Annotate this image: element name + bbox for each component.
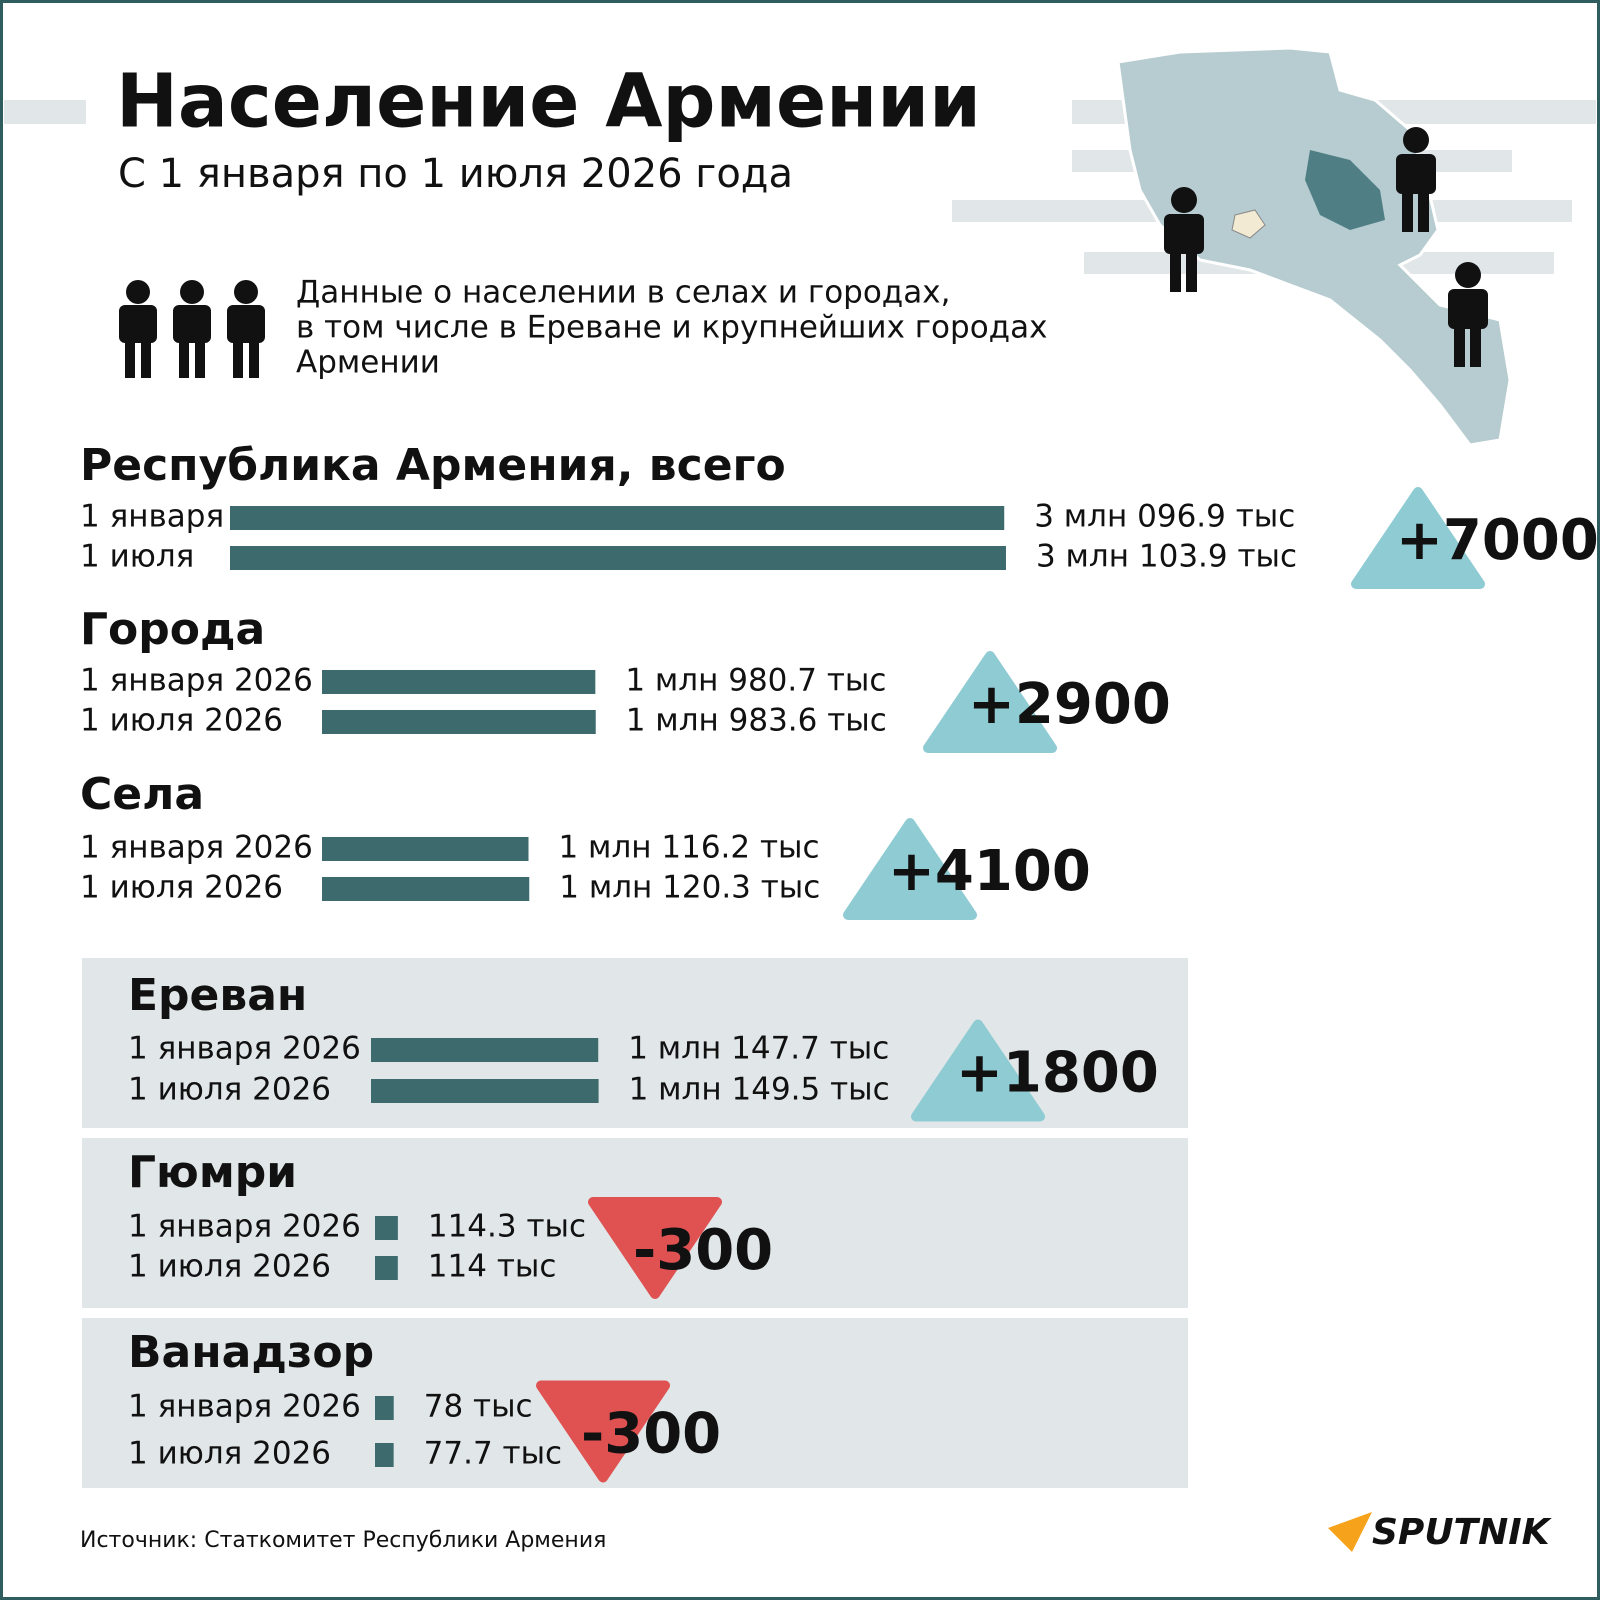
bar: [375, 1256, 398, 1280]
bar: [322, 710, 596, 734]
row-label: 1 января 2026: [80, 830, 313, 866]
change-label: +7000: [1396, 508, 1599, 573]
bar: [322, 837, 529, 861]
source: Источник: Статкомитет Республики Армения: [80, 1528, 606, 1553]
section-title: Ванадзор: [128, 1327, 374, 1378]
row-label: 1 июля 2026: [128, 1249, 331, 1285]
brand: SPUTNIK: [1372, 1512, 1553, 1553]
description-line: Армении: [296, 345, 440, 381]
change-label: -300: [633, 1218, 773, 1283]
subtitle: С 1 января по 1 июля 2026 года: [118, 151, 793, 197]
row-label: 1 января 2026: [128, 1031, 361, 1067]
value-label: 1 млн 149.5 тыс: [629, 1072, 890, 1108]
value-label: 1 млн 147.7 тыс: [628, 1031, 889, 1067]
change-triangle: [588, 1197, 722, 1299]
bar: [322, 877, 530, 901]
value-label: 3 млн 103.9 тыс: [1036, 539, 1297, 575]
row-label: 1 июля: [80, 539, 194, 575]
bar: [230, 546, 1006, 570]
bar: [375, 1216, 398, 1240]
change-triangle: [843, 818, 977, 920]
title: Население Армении: [116, 59, 981, 145]
value-label: 1 млн 980.7 тыс: [625, 663, 886, 699]
description-line: в том числе в Ереване и крупнейших город…: [296, 310, 1047, 346]
bar: [322, 670, 596, 694]
people-icons: [119, 127, 1488, 378]
brand-logo: [1328, 1512, 1372, 1552]
change-triangle: [911, 1019, 1045, 1122]
bar: [375, 1443, 394, 1467]
change-triangle: [1351, 487, 1485, 589]
change-label: +2900: [968, 672, 1171, 737]
value-label: 78 тыс: [424, 1389, 533, 1425]
section-title: Села: [80, 769, 204, 820]
value-label: 77.7 тыс: [424, 1436, 562, 1472]
change-label: +4100: [888, 839, 1091, 904]
bar: [375, 1396, 394, 1420]
value-label: 1 млн 116.2 тыс: [558, 830, 819, 866]
row-label: 1 января 2026: [80, 663, 313, 699]
value-label: 114 тыс: [428, 1249, 557, 1285]
row-label: 1 января 2026: [128, 1209, 361, 1245]
bar: [371, 1079, 599, 1103]
row-label: 1 июля 2026: [128, 1072, 331, 1108]
change-triangle: [536, 1380, 670, 1483]
change-triangle: [923, 651, 1057, 753]
section-title: Города: [80, 604, 265, 655]
value-label: 114.3 тыс: [428, 1209, 586, 1245]
value-label: 1 млн 120.3 тыс: [559, 870, 820, 906]
description-line: Данные о населении в селах и городах,: [296, 275, 950, 311]
row-label: 1 января 2026: [128, 1389, 361, 1425]
section-title: Ереван: [128, 970, 307, 1021]
row-label: 1 июля 2026: [128, 1436, 331, 1472]
yerevan-marker: [1231, 209, 1266, 239]
bar: [371, 1038, 599, 1062]
value-label: 1 млн 983.6 тыс: [626, 703, 887, 739]
value-label: 3 млн 096.9 тыс: [1034, 499, 1295, 535]
bar: [230, 506, 1005, 530]
section-title: Гюмри: [128, 1147, 297, 1198]
section-title: Республика Армения, всего: [80, 440, 786, 491]
row-label: 1 июля 2026: [80, 703, 283, 739]
lake: [1305, 150, 1385, 230]
row-label: 1 января: [80, 499, 224, 535]
row-label: 1 июля 2026: [80, 870, 283, 906]
change-label: -300: [581, 1402, 721, 1467]
change-label: +1800: [956, 1041, 1159, 1106]
sections: Республика Армения, всего 1 января 3 млн 0…: [80, 440, 1599, 1488]
